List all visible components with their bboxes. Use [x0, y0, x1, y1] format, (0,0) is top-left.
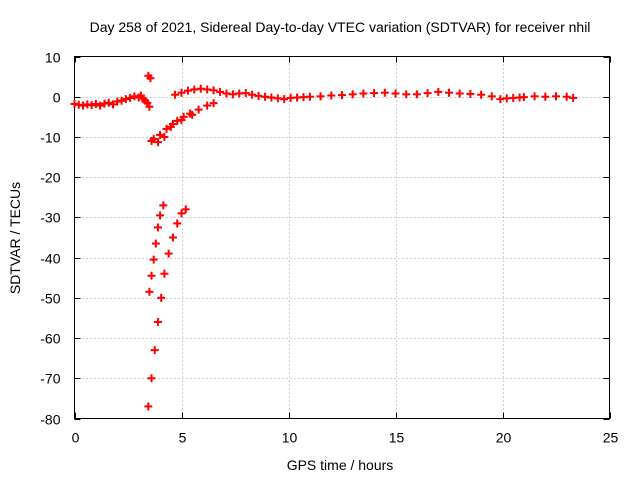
data-point [145, 287, 154, 296]
data-point [79, 101, 88, 110]
data-point [159, 201, 168, 210]
data-point [552, 92, 560, 101]
data-point [181, 205, 190, 214]
data-point [168, 233, 177, 242]
data-point [423, 89, 432, 98]
data-point [541, 92, 550, 101]
data-point [466, 89, 475, 98]
grid-layer [74, 56, 610, 419]
data-point [146, 74, 155, 83]
x-axis-label: GPS time / hours [287, 457, 394, 473]
data-point [248, 90, 257, 99]
data-point [162, 124, 171, 133]
data-point [519, 93, 528, 102]
tick-layer [74, 56, 611, 420]
data-point [412, 90, 421, 99]
data-point [144, 402, 153, 411]
data-point [156, 211, 165, 220]
data-point [104, 98, 113, 107]
data-point [402, 90, 411, 99]
tick-label-layer: 0 5 10 15 20 25 10 0 -10 -20 -30 -40 -50 -60 -70 -80 [40, 50, 618, 446]
y-tick-label: -50 [40, 291, 60, 307]
y-tick-label: -10 [40, 130, 60, 146]
y-tick-label: -60 [40, 331, 60, 347]
data-point [109, 100, 118, 109]
data-point [147, 374, 156, 383]
data-point [370, 89, 379, 98]
data-point [348, 90, 357, 99]
x-tick-label: 20 [496, 430, 512, 446]
data-point [150, 346, 159, 355]
data-point [153, 223, 162, 232]
data-point [143, 98, 152, 107]
data-point [173, 219, 182, 228]
data-point [156, 130, 165, 139]
plot-frame [74, 56, 610, 419]
data-mark-layer [70, 71, 578, 411]
y-tick-label: -30 [40, 210, 60, 226]
data-point [327, 91, 336, 100]
data-point [209, 86, 218, 95]
x-tick-label: 10 [282, 430, 298, 446]
y-axis-label: SDTVAR / TECUs [7, 182, 23, 294]
data-point [177, 116, 186, 125]
data-point [177, 88, 186, 97]
data-point [160, 269, 169, 278]
data-point [280, 95, 289, 104]
data-point [569, 93, 578, 102]
data-point [562, 92, 571, 101]
data-point [445, 88, 453, 97]
y-tick-label: 10 [45, 50, 61, 66]
y-tick-label: 0 [53, 90, 61, 106]
data-point [530, 92, 539, 101]
data-point [151, 239, 160, 248]
data-point [171, 90, 180, 99]
y-tick-label: -70 [40, 371, 60, 387]
data-point [87, 101, 96, 110]
x-tick-label: 25 [603, 430, 619, 446]
data-point [147, 271, 156, 280]
data-point [149, 255, 158, 264]
data-point [188, 110, 197, 119]
data-point [160, 132, 169, 141]
data-point [91, 99, 100, 108]
x-tick-label: 0 [72, 430, 80, 446]
data-point [177, 209, 186, 218]
data-point [380, 88, 389, 97]
data-point [477, 90, 486, 99]
data-point [209, 99, 218, 108]
data-point [121, 95, 130, 104]
data-point [168, 120, 177, 129]
data-point [183, 86, 192, 95]
data-point [305, 92, 314, 101]
data-point [145, 102, 154, 111]
y-tick-label: -40 [40, 251, 60, 267]
x-tick-label: 15 [389, 430, 405, 446]
data-point [391, 89, 400, 98]
data-point [359, 89, 368, 98]
x-tick-label: 5 [179, 430, 187, 446]
data-point [434, 87, 443, 96]
data-point [157, 293, 166, 302]
data-point [96, 101, 105, 110]
y-tick-label: -80 [40, 412, 60, 428]
data-point [149, 134, 158, 143]
data-point [216, 87, 225, 96]
data-point [153, 138, 162, 147]
data-point [487, 92, 496, 101]
data-point [241, 89, 250, 98]
data-point [164, 249, 173, 258]
data-point [117, 96, 126, 105]
data-point [153, 317, 162, 326]
data-point [316, 92, 325, 101]
y-tick-label: -20 [40, 170, 60, 186]
data-point [126, 93, 135, 102]
data-point [338, 91, 346, 100]
data-point [203, 101, 212, 110]
data-point [455, 89, 464, 98]
chart-title: Day 258 of 2021, Sidereal Day-to-day VTE… [90, 19, 591, 35]
data-point [194, 105, 203, 114]
